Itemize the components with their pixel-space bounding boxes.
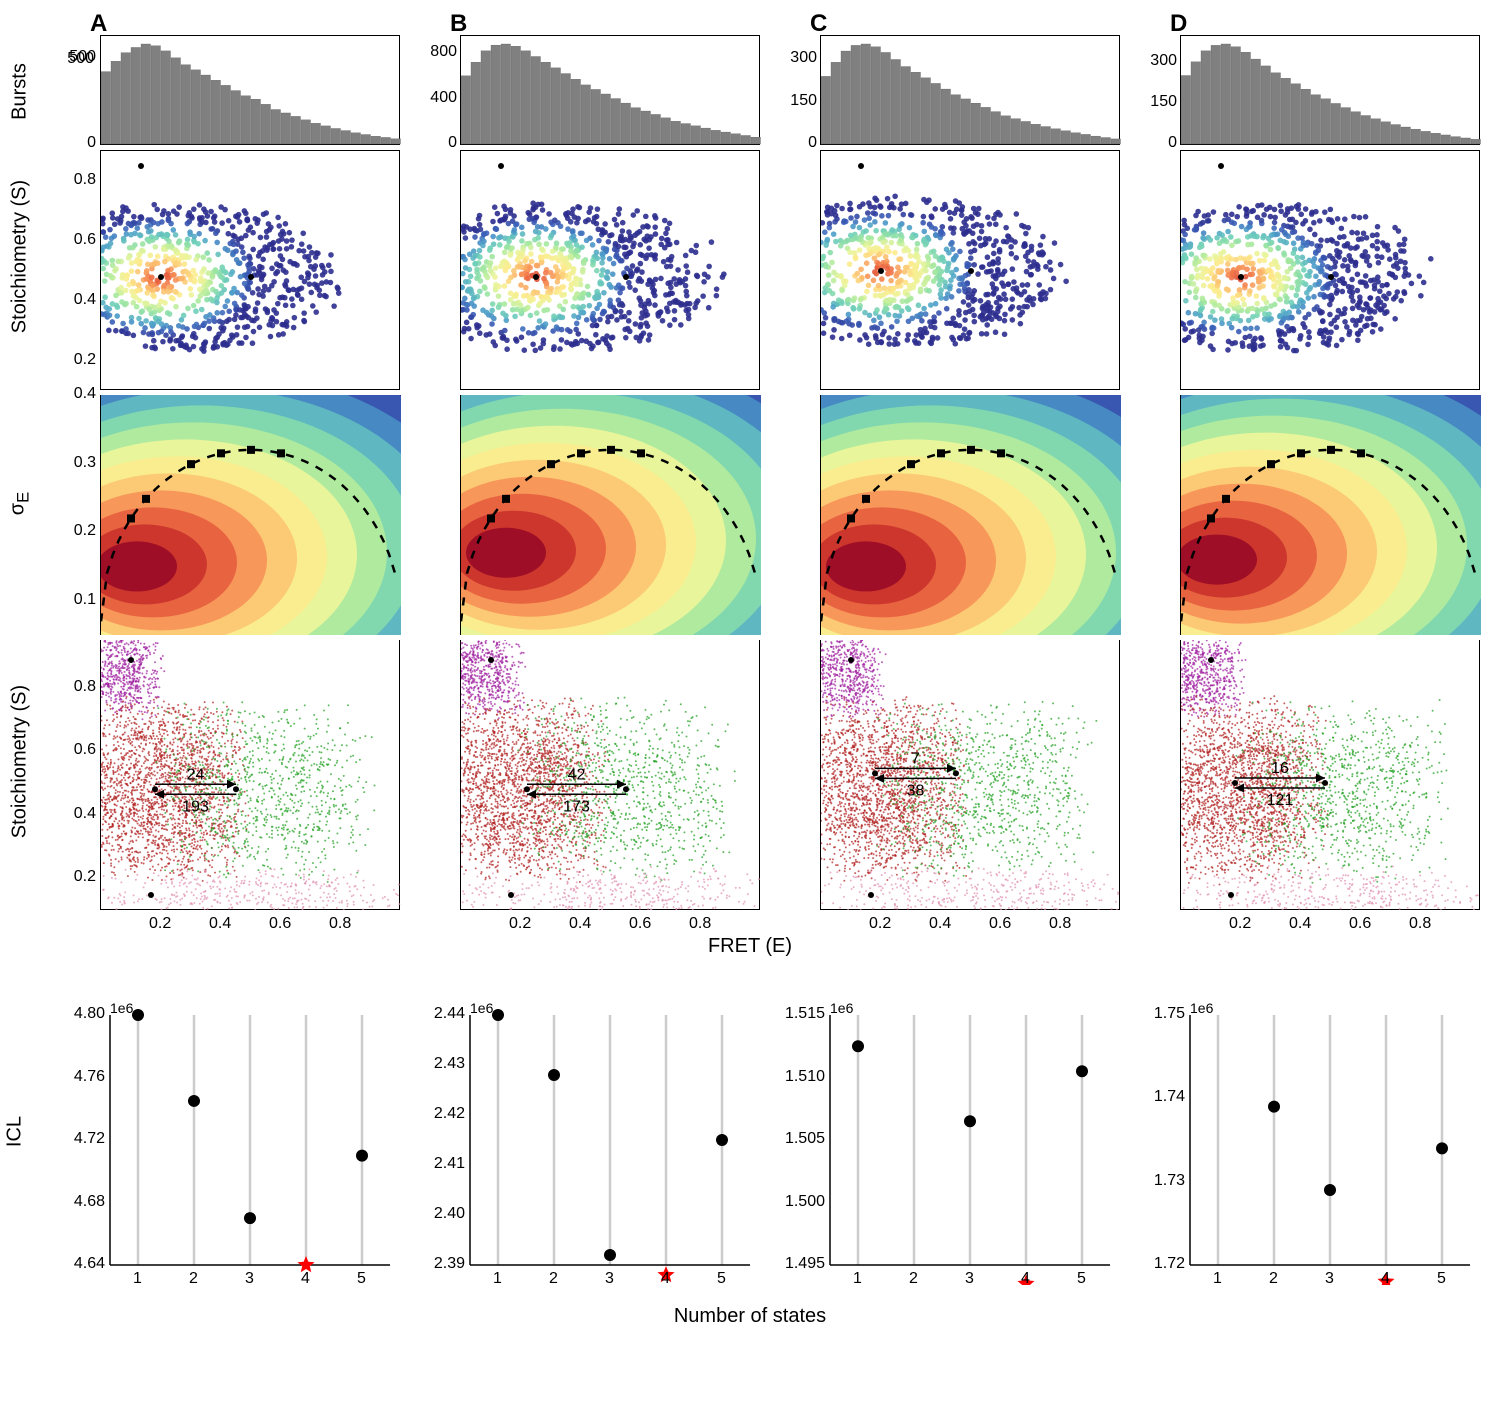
icl-A: 1e64.644.684.724.764.8012345: [100, 1005, 400, 1285]
xlabel-fret: FRET (E): [708, 935, 792, 958]
ylabel-bursts: Bursts: [9, 37, 32, 147]
density-B: [460, 395, 760, 635]
scale-label: 1e6: [830, 1000, 853, 1016]
hexbin-C: [820, 150, 1120, 390]
scale-label: 1e6: [470, 1000, 493, 1016]
scale-label: 1e6: [1190, 1000, 1213, 1016]
density-D: [1180, 395, 1480, 635]
hexbin-D: [1180, 150, 1480, 390]
hist-B: 0400800: [460, 35, 760, 145]
figure-root: Bursts Stoichiometry (S) σE Stoichiometr…: [10, 10, 1490, 1415]
panel-label-A: A: [90, 10, 107, 38]
icl-B: 1e62.392.402.412.422.432.4412345: [460, 1005, 760, 1285]
ylabel-icl: ICL: [4, 1082, 27, 1182]
hexbin-A: 0.20.40.60.8: [100, 150, 400, 390]
svg-text:24: 24: [187, 766, 205, 783]
cluster-A: 241930.20.40.60.80.20.40.60.8: [100, 640, 400, 910]
hexbin-B: [460, 150, 760, 390]
cluster-B: 421730.20.40.60.8: [460, 640, 760, 910]
ylabel-stoich-1: Stoichiometry (S): [9, 177, 32, 337]
panel-label-B: B: [450, 10, 467, 38]
scale-label: 1e6: [110, 1000, 133, 1016]
icl-D: 1e61.721.731.741.7512345: [1180, 1005, 1480, 1285]
hist-D: 0150300: [1180, 35, 1480, 145]
density-C: [820, 395, 1120, 635]
ylabel-sigma: σE: [7, 454, 34, 554]
svg-text:193: 193: [182, 798, 209, 815]
density-A: 0.10.20.30.4: [100, 395, 400, 635]
xlabel-nstates: Number of states: [674, 1305, 826, 1328]
panel-label-D: D: [1170, 10, 1187, 38]
cluster-D: 161210.20.40.60.8: [1180, 640, 1480, 910]
hist-A: 5000500: [100, 35, 400, 145]
icl-C: 1e61.4951.5001.5051.5101.51512345: [820, 1005, 1120, 1285]
cluster-C: 7380.20.40.60.8: [820, 640, 1120, 910]
ylabel-stoich-2: Stoichiometry (S): [9, 682, 32, 842]
hist-C: 0150300: [820, 35, 1120, 145]
panel-label-C: C: [810, 10, 827, 38]
